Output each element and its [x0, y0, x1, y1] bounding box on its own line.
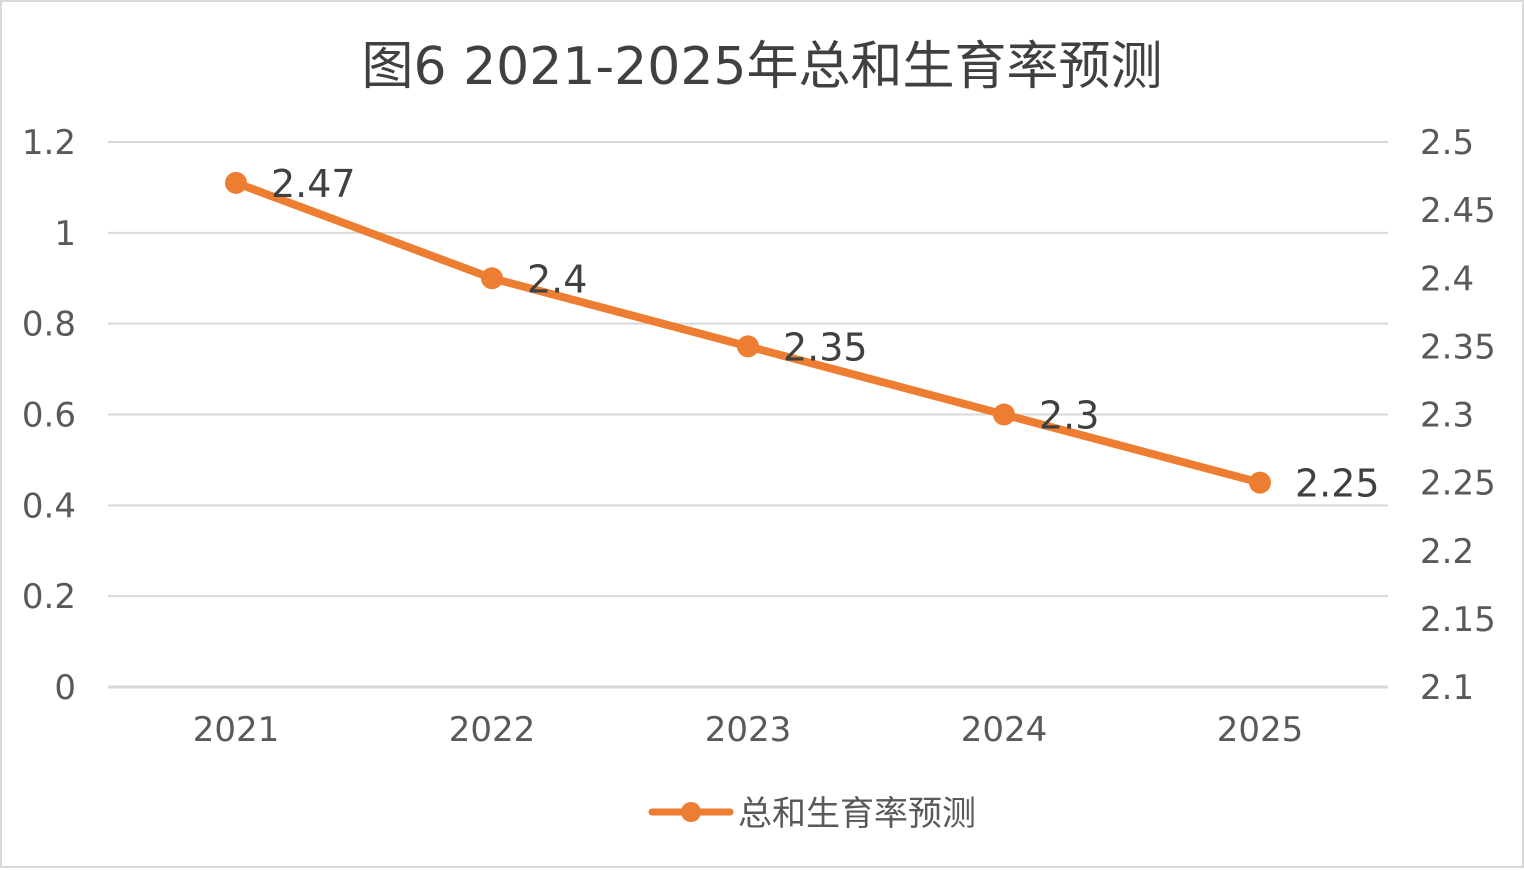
right-y-tick-label: 2.15 [1420, 600, 1496, 640]
data-label: 2.25 [1295, 462, 1380, 506]
left-y-tick-label: 1.2 [22, 123, 76, 163]
left-y-tick-label: 0.6 [22, 396, 76, 436]
right-y-tick-label: 2.3 [1420, 396, 1474, 436]
right-y-tick-label: 2.2 [1420, 532, 1474, 572]
legend[interactable]: 总和生育率预测 [648, 794, 976, 834]
right-y-tick-label: 2.25 [1420, 464, 1496, 504]
x-tick-label: 2025 [1217, 710, 1304, 750]
right-y-tick-label: 2.35 [1420, 327, 1496, 367]
right-y-tick-label: 2.5 [1420, 123, 1474, 163]
x-tick-label: 2024 [961, 710, 1048, 750]
data-labels: 2.47 2.4 2.35 2.3 2.25 [271, 162, 1380, 506]
left-y-tick-label: 0.8 [22, 305, 76, 345]
chart-title: 图6 2021-2025年总和生育率预测 [361, 37, 1162, 97]
left-y-tick-label: 1 [54, 214, 76, 254]
data-label: 2.4 [527, 257, 587, 301]
data-label: 2.47 [271, 162, 356, 206]
data-label: 2.3 [1039, 394, 1099, 438]
legend-label: 总和生育率预测 [738, 794, 976, 834]
right-y-tick-label: 2.4 [1420, 259, 1474, 299]
data-point[interactable] [225, 171, 247, 194]
series-total-fertility-rate [225, 171, 1271, 494]
x-axis: 2021 2022 2023 2024 2025 [193, 710, 1304, 750]
right-y-tick-label: 2.45 [1420, 191, 1496, 231]
left-y-tick-label: 0 [54, 668, 76, 708]
data-point[interactable] [481, 267, 503, 290]
x-tick-label: 2023 [705, 710, 792, 750]
right-y-tick-label: 2.1 [1420, 668, 1474, 708]
legend-dot-marker [681, 802, 701, 822]
left-y-tick-label: 0.4 [22, 486, 76, 526]
data-point[interactable] [1249, 471, 1271, 494]
data-point[interactable] [737, 335, 759, 358]
left-y-axis: 0 0.2 0.4 0.6 0.8 1 1.2 [22, 123, 76, 708]
x-tick-label: 2021 [193, 710, 280, 750]
data-label: 2.35 [783, 325, 868, 369]
x-tick-label: 2022 [449, 710, 536, 750]
series-line [232, 178, 1264, 487]
right-y-axis: 2.1 2.15 2.2 2.25 2.3 2.35 2.4 2.45 2.5 [1420, 123, 1496, 708]
gridlines [108, 141, 1388, 689]
left-y-tick-label: 0.2 [22, 577, 76, 617]
data-point[interactable] [993, 403, 1015, 426]
